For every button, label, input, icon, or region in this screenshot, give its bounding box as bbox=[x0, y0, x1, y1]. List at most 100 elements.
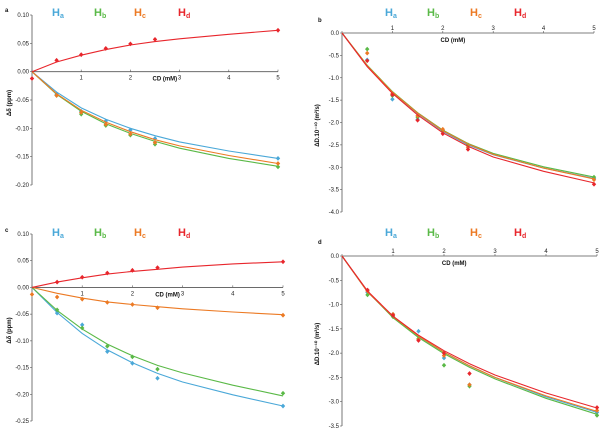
fit-line-Hb bbox=[341, 255, 598, 415]
legend-Hb: Hb bbox=[94, 227, 106, 240]
data-point-Ha bbox=[275, 155, 281, 161]
panel-label: a bbox=[5, 8, 9, 14]
data-point-Hb bbox=[365, 46, 370, 52]
data-point-Hc bbox=[54, 294, 60, 300]
data-point-Hb bbox=[594, 412, 600, 418]
data-point-Hb bbox=[275, 164, 281, 170]
panel-a: a 0.10 0.05 0.00 -0.05 -0.10 -0.15 -0.20 1 2 3 4 5 CD… bbox=[5, 7, 280, 189]
y-axis-label: Δδ (ppm) bbox=[7, 317, 13, 343]
y-tick-label: 0.00 bbox=[17, 70, 29, 76]
x-axis-label: CD (mM) bbox=[441, 38, 466, 44]
y-tick-label: -0.25 bbox=[15, 419, 29, 425]
x-tick-label: 4 bbox=[544, 249, 548, 255]
x-tick-label: 3 bbox=[181, 291, 185, 297]
data-point-Hd bbox=[79, 52, 84, 58]
data-point-Hc bbox=[29, 291, 35, 297]
data-point-Ha bbox=[155, 375, 160, 381]
legend-Hd: Hd bbox=[514, 227, 526, 240]
data-point-Hb bbox=[441, 362, 447, 368]
x-tick-label: 2 bbox=[131, 291, 135, 297]
data-point-Ha bbox=[152, 136, 158, 141]
data-point-Hb bbox=[155, 366, 160, 372]
data-point-Hd bbox=[467, 371, 472, 376]
y-tick-label: 0.0 bbox=[331, 254, 340, 260]
data-point-Hd bbox=[29, 76, 35, 81]
data-point-Hd bbox=[54, 279, 60, 285]
fit-line-Hd bbox=[341, 255, 598, 409]
panel-label: d bbox=[318, 240, 322, 246]
y-tick-label: -2.0 bbox=[329, 121, 340, 127]
x-tick-label: 1 bbox=[81, 291, 85, 297]
x-axis-label: CD (mM) bbox=[442, 261, 467, 267]
y-tick-label: -1.5 bbox=[329, 98, 340, 104]
data-point-Hc bbox=[365, 50, 370, 56]
data-point-Hc bbox=[155, 305, 160, 311]
legend-Hd: Hd bbox=[178, 227, 190, 240]
y-tick-label: -2.5 bbox=[329, 375, 340, 381]
legend-Hc: Hc bbox=[134, 7, 146, 20]
panel-label: b bbox=[318, 18, 322, 24]
data-point-Hb bbox=[280, 390, 286, 396]
x-tick-label: 5 bbox=[595, 249, 599, 255]
y-tick-label: 0.05 bbox=[17, 41, 29, 47]
y-tick-label: -0.15 bbox=[15, 155, 29, 161]
fit-line-Hd bbox=[341, 32, 595, 184]
data-point-Hd bbox=[591, 181, 597, 187]
legend-Ha: Ha bbox=[385, 227, 397, 240]
data-point-Hc bbox=[103, 121, 108, 127]
y-tick-label: -0.5 bbox=[329, 53, 340, 59]
x-tick-label: 5 bbox=[281, 291, 285, 297]
x-tick-label: 4 bbox=[231, 291, 235, 297]
data-point-Hd bbox=[441, 350, 447, 356]
data-point-Hd bbox=[280, 259, 286, 265]
y-axis-label: ΔD.10⁻¹⁰ (m²/s) bbox=[314, 323, 321, 366]
data-point-Hc bbox=[275, 161, 281, 166]
data-point-Hc bbox=[130, 302, 135, 307]
panel-label: c bbox=[5, 228, 9, 234]
x-tick-label: 4 bbox=[227, 76, 231, 82]
y-tick-label: -0.5 bbox=[329, 278, 340, 284]
legend-Hb: Hb bbox=[427, 227, 439, 240]
data-point-Ha bbox=[130, 360, 135, 366]
data-point-Hc bbox=[54, 93, 59, 98]
x-tick-label: 4 bbox=[542, 26, 546, 32]
data-point-Hb bbox=[130, 354, 135, 360]
fit-line-Hb bbox=[31, 71, 279, 167]
fit-line-Hc bbox=[31, 71, 279, 165]
fit-line-Hb bbox=[341, 32, 595, 178]
data-point-Hd bbox=[390, 312, 396, 318]
data-point-Hd bbox=[275, 27, 281, 33]
x-tick-label: 2 bbox=[442, 249, 446, 255]
data-point-Hb bbox=[105, 343, 110, 349]
data-point-Hd bbox=[594, 405, 600, 410]
legend-Hd: Hd bbox=[514, 7, 526, 20]
data-point-Ha bbox=[416, 328, 421, 334]
data-point-Ha bbox=[103, 118, 108, 124]
y-tick-label: -3.0 bbox=[329, 165, 340, 171]
x-tick-label: 1 bbox=[80, 76, 84, 82]
data-point-Hd bbox=[440, 131, 445, 137]
y-tick-label: -0.10 bbox=[15, 339, 29, 345]
x-tick-label: 5 bbox=[276, 76, 280, 82]
panel-b: b 0.0 -0.5 -1.0 -1.5 -2.0 -2.5 -3.0 -3.5 -4.0 1 2 3 4… bbox=[314, 7, 596, 216]
data-point-Hd bbox=[103, 46, 108, 51]
x-tick-label: 1 bbox=[391, 26, 395, 32]
legend-Hc: Hc bbox=[470, 7, 482, 20]
data-point-Hc bbox=[441, 353, 447, 358]
panel-c: c 0.10 0.05 0.00 -0.05 -0.10 -0.15 -0.20 -0.25 1 2… bbox=[5, 227, 285, 425]
legend-Ha: Ha bbox=[385, 7, 397, 20]
data-point-Hc bbox=[79, 110, 84, 115]
fit-line-Ha bbox=[341, 255, 598, 413]
legend-Hc: Hc bbox=[470, 227, 482, 240]
data-point-Ha bbox=[441, 355, 447, 361]
data-point-Hd bbox=[365, 58, 370, 64]
data-point-Ha bbox=[280, 403, 286, 409]
legend-Hb: Hb bbox=[427, 7, 439, 20]
x-tick-label: 5 bbox=[592, 26, 596, 32]
y-axis-label: ΔD.10⁻¹⁰ (m²/s) bbox=[314, 104, 321, 147]
fit-line-Hc bbox=[341, 32, 595, 180]
legend-Ha: Ha bbox=[52, 7, 64, 20]
data-point-Hc bbox=[467, 382, 472, 388]
data-point-Hd bbox=[105, 270, 110, 276]
